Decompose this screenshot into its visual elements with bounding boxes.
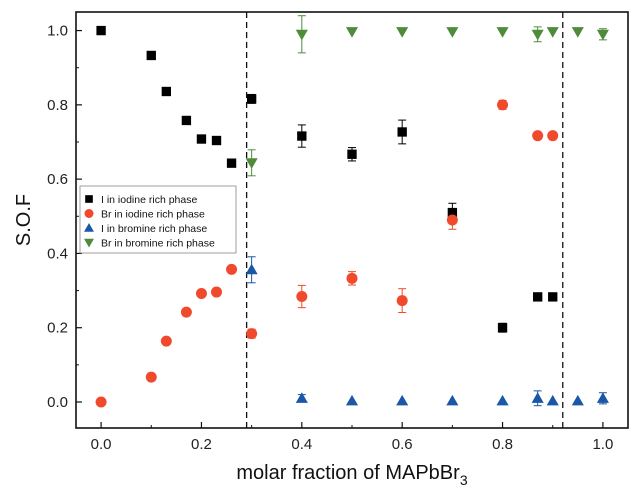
square-data-point <box>497 323 508 333</box>
y-tick-label: 0.8 <box>47 97 68 114</box>
legend-box <box>79 185 237 254</box>
triangle-down-data-point <box>446 27 459 38</box>
triangle-up-data-point <box>345 394 359 406</box>
triangle-up-data-point <box>446 394 459 406</box>
x-tick-label: 0.0 <box>91 436 112 453</box>
x-axis-title-subscript: 3 <box>460 472 468 488</box>
triangle-down-data-point <box>245 158 258 169</box>
x-tick-label: 0.8 <box>492 436 513 453</box>
circle-data-point <box>95 396 107 408</box>
x-tick-label: 0.6 <box>392 436 413 453</box>
circle-data-point <box>226 263 238 275</box>
circle-data-point <box>211 286 223 298</box>
square-data-point <box>146 50 156 61</box>
triangle-up-data-point <box>295 392 308 403</box>
circle-data-point <box>547 130 559 142</box>
square-data-point <box>246 94 257 104</box>
triangle-down-data-point <box>396 27 409 38</box>
circle-data-point <box>346 272 358 284</box>
circle-data-point <box>532 130 544 142</box>
legend-marker-triangle-up <box>84 223 94 232</box>
y-tick-label: 0.2 <box>47 320 68 337</box>
square-data-point <box>181 115 192 126</box>
triangle-up-data-point <box>396 394 409 406</box>
triangle-up-data-point <box>531 392 544 403</box>
circle-data-point <box>180 306 192 318</box>
triangle-down-data-point <box>496 27 509 38</box>
triangle-up-data-point <box>571 394 584 406</box>
reference-lines-layer <box>245 12 564 428</box>
legend-marker-triangle-down <box>84 238 94 248</box>
error-bars-layer <box>247 15 607 407</box>
triangle-down-data-point <box>571 27 584 38</box>
legend-label: I in iodine rich phase <box>101 194 197 206</box>
legend: I in iodine rich phase Br in iodine rich … <box>79 185 237 254</box>
triangle-up-data-point <box>546 394 559 406</box>
square-data-point <box>548 292 558 302</box>
data-points-layer <box>95 25 609 408</box>
square-data-point <box>196 134 207 144</box>
square-data-point <box>447 207 458 218</box>
square-data-point <box>532 292 543 302</box>
triangle-up-data-point <box>245 263 258 275</box>
circle-data-point <box>497 99 509 111</box>
x-tick-label: 1.0 <box>592 436 613 453</box>
circle-data-point <box>446 214 458 226</box>
y-tick-label: 0.4 <box>47 245 68 262</box>
circle-data-point <box>145 371 157 383</box>
square-data-point <box>96 25 106 36</box>
y-axis-title: S.O.F <box>13 194 35 246</box>
circle-data-point <box>396 295 408 307</box>
square-data-point <box>297 131 307 141</box>
y-tick-label: 0.6 <box>47 171 68 188</box>
triangle-up-data-point <box>496 394 509 406</box>
x-tick-label: 0.4 <box>291 436 312 453</box>
square-data-point <box>226 158 237 168</box>
circle-data-point <box>296 291 308 303</box>
triangle-down-data-point <box>546 27 559 38</box>
triangle-down-data-point <box>531 29 544 41</box>
legend-label: Br in bromine rich phase <box>101 238 215 250</box>
triangle-up-data-point <box>596 392 609 403</box>
square-data-point <box>397 127 407 137</box>
triangle-down-data-point <box>295 29 308 41</box>
y-tick-label: 0.0 <box>47 394 68 411</box>
circle-data-point <box>195 288 207 300</box>
square-data-point <box>211 135 222 146</box>
axes-layer: 0.0 0.2 0.4 0.6 0.8 1.0 0.0 0.2 0.4 0.6 0.8 1.0 <box>47 23 613 453</box>
triangle-down-data-point <box>345 27 359 38</box>
x-tick-label: 0.2 <box>191 436 212 453</box>
square-data-point <box>347 149 357 159</box>
triangle-down-data-point <box>596 29 609 41</box>
legend-marker-square <box>85 195 93 203</box>
square-data-point <box>161 86 172 97</box>
y-tick-label: 1.0 <box>47 23 68 40</box>
legend-label: Br in iodine rich phase <box>101 209 205 221</box>
x-axis-title-main: molar fraction of MAPbBr <box>236 462 460 484</box>
circle-data-point <box>246 328 258 340</box>
x-axis-title: molar fraction of MAPbBr3 <box>236 462 467 488</box>
legend-marker-circle <box>84 209 94 218</box>
legend-label: I in bromine rich phase <box>101 223 207 235</box>
circle-data-point <box>160 335 172 347</box>
